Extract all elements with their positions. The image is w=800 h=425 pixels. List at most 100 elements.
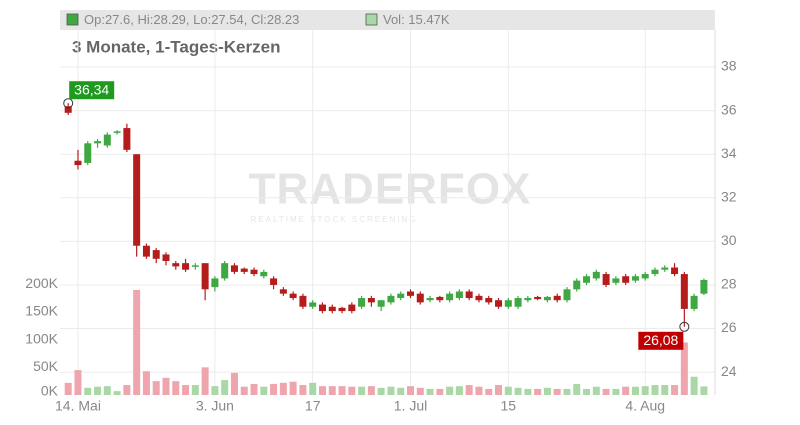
volume-bar (475, 386, 483, 395)
y2-tick-label: 100K (25, 330, 58, 346)
x-tick-label: 1. Jul (394, 398, 427, 414)
volume-bar (661, 385, 669, 395)
annotation-box (69, 81, 115, 100)
y-tick-label: 28 (721, 276, 737, 292)
candle-body (64, 106, 72, 113)
candle-body (700, 279, 708, 294)
price-swatch (66, 13, 79, 26)
header-bar (60, 10, 715, 30)
candle-body (94, 141, 102, 144)
volume-bar (592, 386, 600, 395)
candle-body (172, 263, 180, 267)
volume-bar (612, 388, 620, 395)
volume-bar (142, 371, 150, 395)
volume-bar (211, 386, 219, 395)
candle-body (475, 295, 483, 301)
candle-body (407, 291, 414, 296)
volume-bar (123, 385, 131, 395)
candle-body (651, 269, 659, 275)
candle-body (661, 267, 669, 270)
candle-body (328, 306, 336, 312)
volume-bar (299, 385, 307, 395)
volume-bar (690, 376, 698, 395)
candle-body (230, 265, 238, 272)
volume-bar (543, 387, 551, 395)
label-layer: 24 26 28 30 32 34 36 38 0K 50K 100K 150K 200K 14. Mai… (25, 58, 736, 414)
annotation-marker (63, 98, 74, 109)
volume-bar (221, 380, 229, 395)
volume-bar (318, 386, 326, 395)
candle-body (142, 245, 150, 257)
candle-body (240, 268, 248, 272)
volume-bar (495, 385, 503, 395)
volume-bar (426, 388, 434, 395)
candle-body (641, 274, 649, 279)
candle-body (387, 295, 395, 303)
candle-body (446, 293, 454, 301)
candle-body (152, 250, 160, 259)
candle-body (338, 307, 346, 312)
candle-layer (64, 103, 708, 327)
candle-body (84, 143, 92, 163)
annotation-marker (679, 321, 690, 332)
volume-swatch (365, 13, 378, 26)
candle-body (103, 134, 111, 146)
candle-body (74, 160, 82, 166)
volume-bar (583, 388, 591, 395)
volume-bar (622, 386, 630, 395)
volume-bar (602, 388, 610, 395)
y-tick-label: 34 (721, 145, 737, 161)
y-tick-label: 32 (721, 188, 737, 204)
volume-bar (671, 385, 679, 395)
candle-body (260, 271, 268, 277)
watermark-sub: REALTIME STOCK SCREENING (251, 215, 418, 224)
annotation-label: 26,08 (643, 332, 678, 348)
volume-bar (641, 386, 649, 395)
candle-body (426, 298, 434, 301)
candle-body (318, 304, 326, 312)
volume-bar (651, 385, 659, 395)
candle-body (367, 298, 375, 303)
volume-bar (84, 387, 92, 395)
volume-bar (524, 388, 532, 395)
candle-body (416, 293, 424, 303)
candle-body (553, 295, 561, 301)
x-tick-label: 17 (305, 398, 321, 414)
candle-body (201, 263, 209, 290)
volume-bar (230, 372, 238, 395)
candle-body (680, 274, 688, 309)
volume-bar (465, 385, 473, 395)
candle-body (221, 263, 229, 279)
volume-bar (172, 381, 180, 395)
watermark: TRADERFOX (249, 165, 532, 214)
volume-bar (103, 386, 111, 395)
candle-body (358, 298, 366, 307)
volume-bar (485, 388, 493, 395)
volume-bar (191, 385, 199, 395)
volume-bar (407, 386, 414, 395)
header-volume: Vol: 15.47K (383, 12, 450, 27)
candle-body (299, 295, 307, 307)
volume-bar (367, 386, 375, 395)
candle-body (671, 267, 679, 275)
volume-bar (279, 382, 287, 395)
volume-bar (250, 383, 258, 395)
volume-bar (504, 386, 512, 395)
y-tick-label: 30 (721, 232, 737, 248)
volume-bar (553, 388, 561, 395)
candle-body (543, 296, 551, 301)
y-tick-label: 38 (721, 58, 737, 74)
y-tick-label: 26 (721, 319, 737, 335)
volume-bar (358, 386, 366, 395)
volume-bar (240, 386, 248, 395)
candle-body (583, 276, 591, 283)
annotation-label: 36,34 (74, 81, 109, 97)
x-tick-label: 15 (501, 398, 517, 414)
candle-body (495, 300, 503, 307)
candle-body (592, 271, 600, 279)
candle-body (377, 300, 385, 307)
volume-bar (162, 377, 170, 395)
y2-tick-label: 150K (25, 303, 58, 319)
volume-bar (700, 386, 708, 395)
